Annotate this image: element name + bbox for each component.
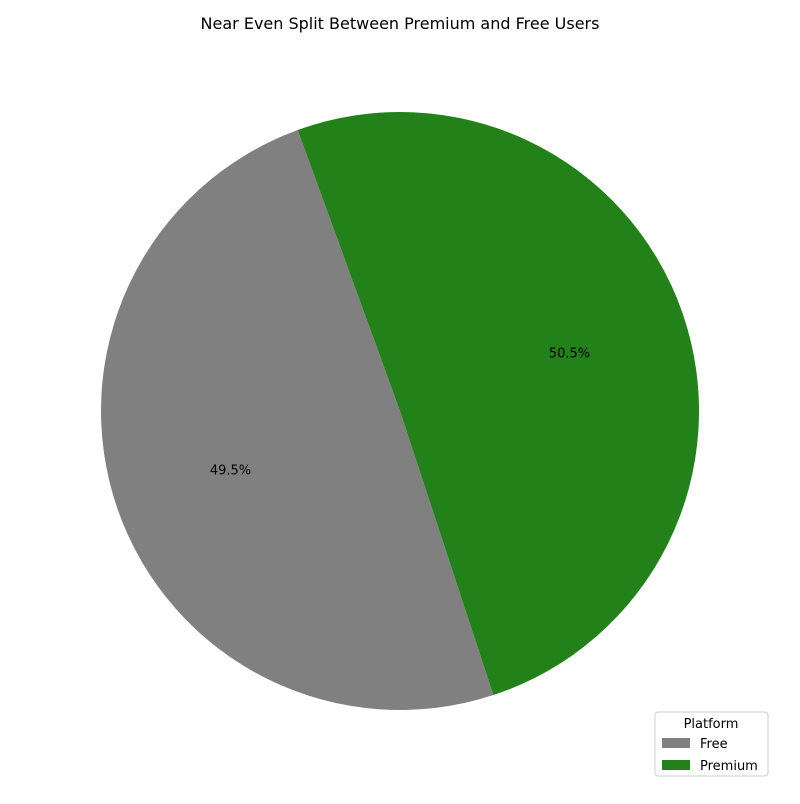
pie-slice-free — [101, 130, 494, 710]
legend-label-free: Free — [700, 737, 728, 752]
legend-swatch-free — [662, 738, 690, 748]
legend-items: Free Premium — [662, 737, 758, 774]
pie-label-premium: 50.5% — [549, 346, 590, 361]
pie-slices — [101, 111, 700, 710]
legend-label-premium: Premium — [700, 759, 758, 774]
pie-slice-premium — [297, 111, 700, 696]
legend: Platform Free Premium — [654, 711, 769, 777]
legend-title: Platform — [684, 717, 739, 732]
pie-label-free: 49.5% — [210, 464, 251, 479]
legend-swatch-premium — [662, 760, 690, 770]
pie-percent-labels: 49.5% 50.5% — [210, 346, 590, 478]
chart-title: Near Even Split Between Premium and Free… — [201, 14, 600, 33]
